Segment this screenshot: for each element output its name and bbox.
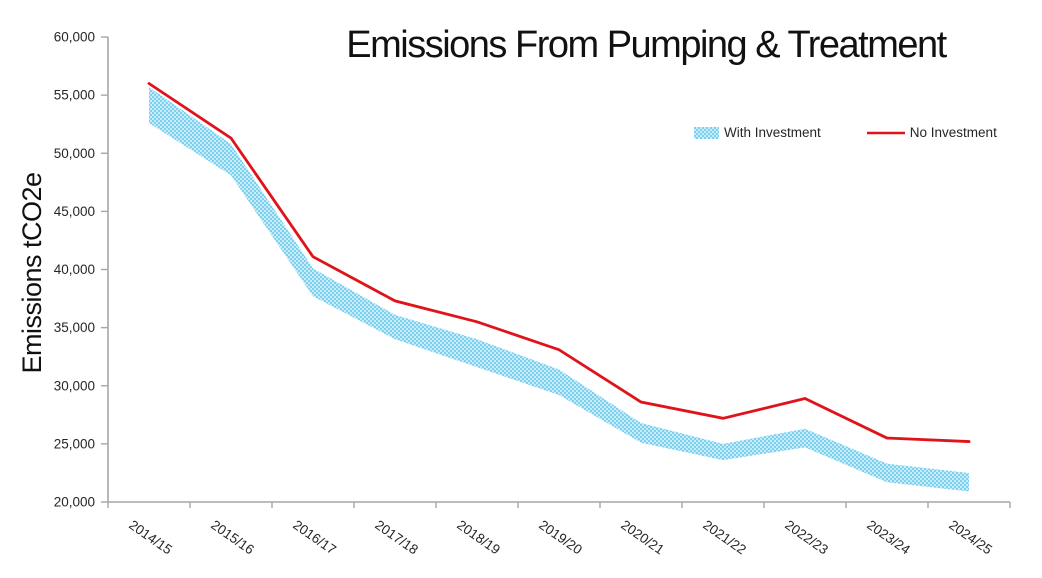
y-tick-label: 40,000 <box>54 262 95 277</box>
with-investment-band <box>149 86 969 492</box>
y-tick-label: 35,000 <box>54 320 95 335</box>
legend-item-no-investment: No Investment <box>866 125 997 140</box>
y-tick-label: 30,000 <box>54 378 95 393</box>
legend-label-no-investment: No Investment <box>909 125 997 140</box>
x-tick-label: 2017/18 <box>372 517 421 557</box>
no-investment-line-icon <box>866 131 905 134</box>
legend: With Investment No Investment <box>694 125 997 140</box>
x-tick-label: 2018/19 <box>454 517 503 557</box>
x-tick-label: 2021/22 <box>700 517 749 557</box>
y-tick-label: 25,000 <box>54 436 95 451</box>
chart-title: Emissions From Pumping & Treatment <box>346 24 947 66</box>
y-tick-label: 20,000 <box>54 495 95 510</box>
legend-item-with-investment: With Investment <box>694 125 821 140</box>
x-tick-label: 2020/21 <box>618 517 667 557</box>
x-tick-label: 2019/20 <box>536 517 585 557</box>
x-tick-label: 2016/17 <box>290 517 339 557</box>
legend-label-with-investment: With Investment <box>724 125 821 140</box>
x-tick-label: 2014/15 <box>126 517 175 557</box>
x-tick-label: 2015/16 <box>208 517 257 557</box>
x-tick-label: 2023/24 <box>864 517 913 558</box>
y-tick-label: 50,000 <box>54 146 95 161</box>
no-investment-line <box>147 82 971 443</box>
with-investment-swatch-icon <box>694 126 719 139</box>
y-tick-label: 45,000 <box>54 204 95 219</box>
x-tick-label: 2022/23 <box>782 517 831 557</box>
y-tick-label: 55,000 <box>54 88 95 103</box>
y-tick-label: 60,000 <box>54 30 95 45</box>
x-tick-label: 2024/25 <box>946 517 995 557</box>
